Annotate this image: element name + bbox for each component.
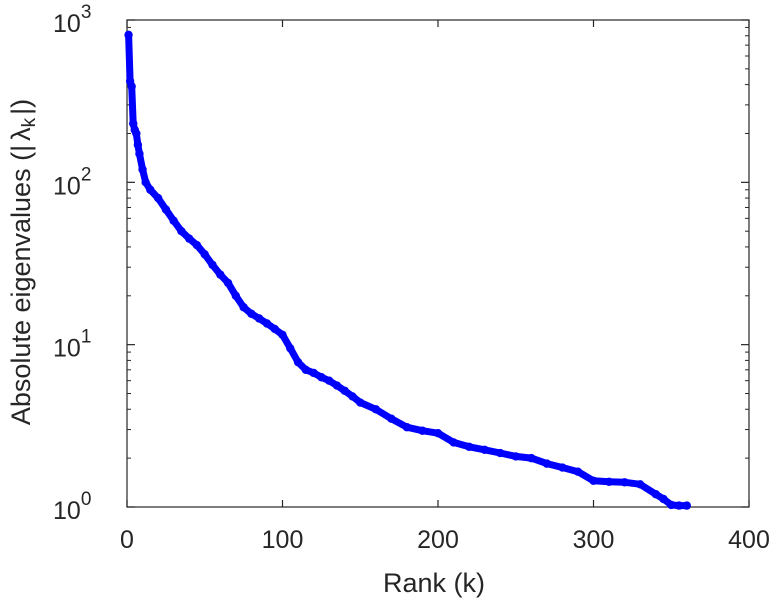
data-point bbox=[449, 438, 458, 447]
data-point bbox=[620, 478, 629, 487]
data-point bbox=[135, 149, 144, 158]
x-tick-label: 100 bbox=[262, 526, 304, 554]
x-tick-label: 300 bbox=[573, 526, 615, 554]
data-point bbox=[332, 381, 342, 390]
axes-box bbox=[126, 19, 750, 508]
data-point bbox=[527, 453, 536, 463]
data-point bbox=[682, 501, 691, 510]
data-point bbox=[371, 405, 380, 414]
x-tick-label: 400 bbox=[728, 526, 770, 554]
data-point bbox=[635, 480, 645, 489]
data-point bbox=[247, 309, 256, 318]
plot-area: 0 100 200 300 400 100 101 102 103 bbox=[53, 2, 770, 554]
data-point bbox=[317, 373, 326, 382]
x-tick-label: 200 bbox=[417, 526, 459, 554]
data-point bbox=[192, 240, 202, 250]
data-point bbox=[138, 165, 147, 174]
data-point bbox=[254, 314, 264, 323]
data-point bbox=[216, 270, 225, 279]
data-point bbox=[286, 344, 295, 353]
data-point bbox=[667, 500, 676, 510]
data-point bbox=[169, 216, 178, 225]
data-point bbox=[133, 140, 143, 150]
data-point bbox=[542, 459, 552, 468]
data-point bbox=[293, 357, 303, 367]
data-point bbox=[464, 442, 474, 451]
data-point bbox=[200, 250, 209, 259]
data-point bbox=[129, 119, 138, 128]
data-point bbox=[141, 178, 150, 187]
data-point bbox=[356, 398, 365, 407]
y-tick-label: 100 bbox=[53, 489, 91, 525]
y-axis-title: Absolute eigenvalues (|λk|) bbox=[6, 99, 40, 425]
data-point bbox=[124, 30, 133, 40]
x-axis-ticks bbox=[126, 20, 750, 507]
y-tick-label: 102 bbox=[53, 164, 91, 200]
data-point bbox=[309, 368, 318, 378]
data-point bbox=[348, 392, 357, 401]
x-tick-label: 0 bbox=[120, 526, 134, 554]
data-point bbox=[418, 426, 427, 435]
data-point bbox=[185, 234, 194, 243]
data-point bbox=[278, 330, 287, 340]
y-tick-label: 103 bbox=[53, 2, 91, 38]
data-point bbox=[402, 423, 412, 432]
data-point bbox=[127, 82, 136, 91]
data-point bbox=[161, 205, 171, 214]
data-point bbox=[674, 501, 684, 510]
data-point bbox=[387, 414, 396, 423]
data-point bbox=[324, 376, 334, 385]
data-point bbox=[604, 477, 614, 486]
x-axis-title: Rank (k) bbox=[383, 568, 485, 598]
data-point bbox=[301, 365, 311, 375]
data-point bbox=[496, 448, 505, 458]
data-point bbox=[589, 476, 598, 486]
data-point bbox=[208, 260, 217, 270]
data-point bbox=[558, 463, 567, 472]
data-point bbox=[433, 428, 443, 438]
data-point bbox=[132, 129, 141, 138]
data-point bbox=[262, 319, 272, 328]
data-point bbox=[573, 467, 583, 476]
data-point bbox=[340, 386, 349, 395]
data-point bbox=[231, 291, 241, 300]
data-point bbox=[177, 227, 186, 236]
data-point bbox=[223, 278, 233, 288]
data-point bbox=[270, 324, 279, 334]
y-axis-tick-labels: 100 101 102 103 bbox=[53, 2, 91, 525]
x-axis-tick-labels: 0 100 200 300 400 bbox=[120, 526, 770, 554]
data-point bbox=[651, 489, 660, 499]
data-point bbox=[511, 452, 520, 461]
data-point bbox=[146, 185, 155, 194]
data-point bbox=[239, 303, 248, 312]
series-layer bbox=[124, 30, 691, 510]
data-point bbox=[480, 445, 489, 455]
data-point bbox=[659, 494, 668, 504]
data-point bbox=[153, 193, 163, 203]
y-tick-label: 101 bbox=[53, 327, 91, 363]
